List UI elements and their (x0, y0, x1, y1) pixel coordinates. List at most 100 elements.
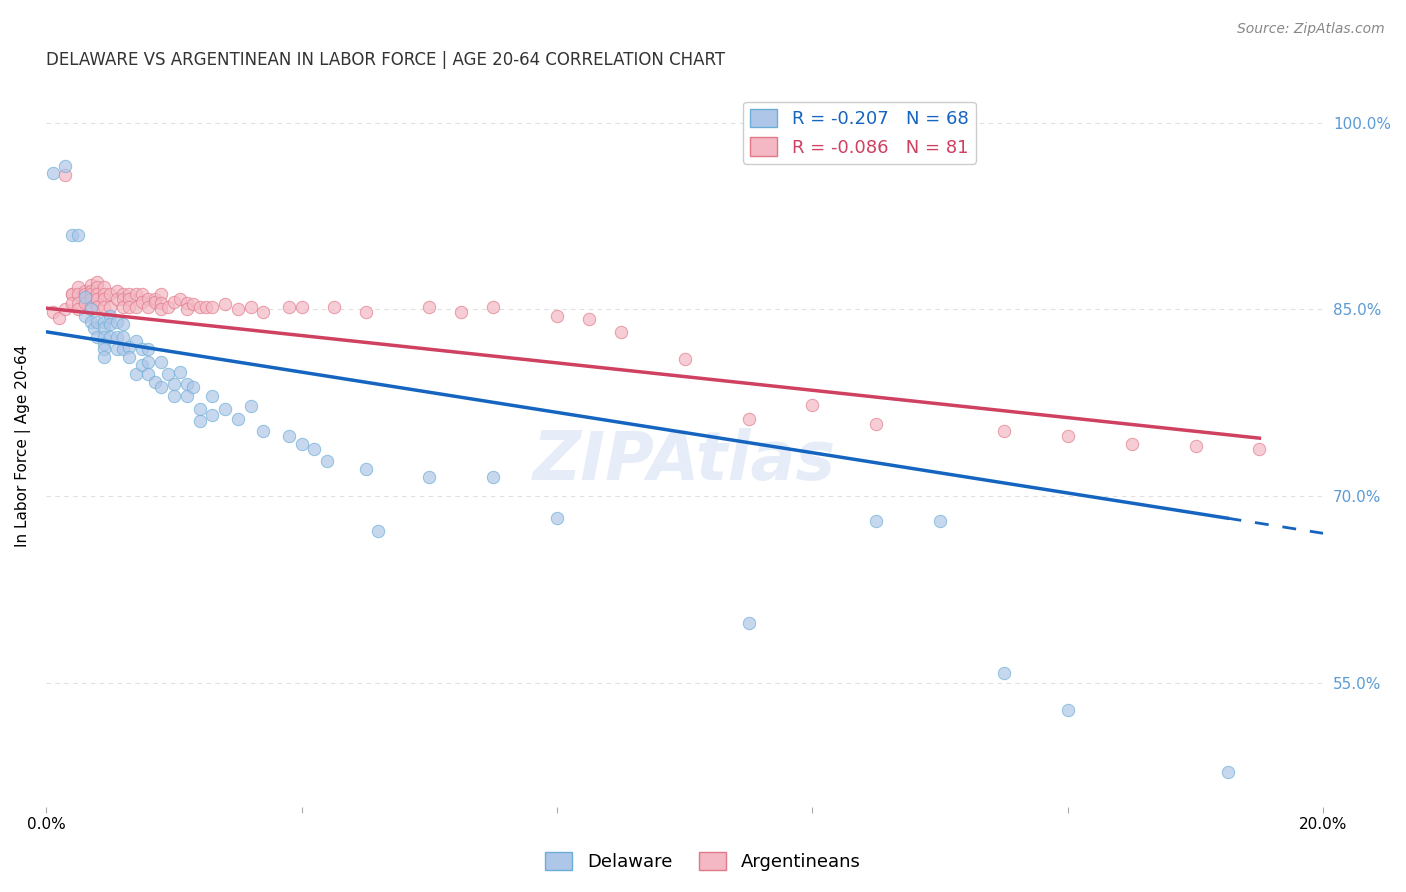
Point (546, 309, 568, 323)
Point (41, 165, 63, 179)
Point (304, 442, 326, 456)
Point (163, 377, 186, 392)
Point (86, 315, 108, 329)
Point (354, 461, 377, 475)
Point (138, 293, 160, 307)
Point (111, 293, 134, 307)
Point (41, 305, 63, 319)
Point (73, 284, 96, 298)
Point (322, 300, 344, 314)
Point (418, 300, 440, 314)
Legend: R = -0.207   N = 68, R = -0.086   N = 81: R = -0.207 N = 68, R = -0.086 N = 81 (744, 102, 976, 164)
Point (124, 367, 146, 381)
Point (93, 300, 115, 314)
Point (138, 354, 160, 368)
Point (80, 315, 103, 329)
Point (214, 401, 236, 416)
Point (156, 367, 179, 381)
Point (226, 412, 249, 426)
Point (131, 295, 153, 310)
Point (169, 365, 191, 379)
Point (201, 300, 224, 314)
Point (143, 293, 166, 307)
Point (291, 436, 314, 450)
Point (80, 302, 103, 317)
Point (118, 293, 141, 307)
Point (98, 287, 121, 301)
Point (156, 300, 179, 314)
Point (291, 300, 314, 314)
Point (111, 330, 134, 344)
Point (214, 297, 236, 311)
Point (176, 302, 198, 317)
Point (252, 425, 274, 439)
Point (98, 300, 121, 314)
Point (111, 300, 134, 314)
Point (86, 300, 108, 314)
Point (181, 297, 204, 311)
Point (252, 305, 274, 319)
Point (737, 412, 759, 426)
Point (86, 293, 108, 307)
Point (93, 350, 115, 364)
Point (93, 315, 115, 329)
Point (316, 454, 339, 468)
Point (124, 287, 146, 301)
Point (93, 321, 115, 335)
Point (60, 287, 83, 301)
Point (93, 330, 115, 344)
Point (143, 295, 166, 310)
Point (80, 284, 103, 298)
Point (993, 665, 1015, 680)
Point (111, 287, 134, 301)
Point (83, 321, 105, 335)
Point (150, 296, 173, 310)
Point (80, 277, 103, 292)
Point (188, 300, 211, 314)
Point (181, 379, 204, 393)
Point (610, 325, 633, 339)
Point (93, 293, 115, 307)
Point (124, 300, 146, 314)
Point (67, 302, 90, 317)
Point (131, 287, 153, 301)
Point (138, 300, 160, 314)
Point (138, 343, 160, 357)
Point (118, 340, 141, 354)
Point (150, 302, 173, 317)
Point (118, 300, 141, 314)
Point (93, 280, 115, 294)
Point (105, 284, 128, 298)
Point (163, 295, 186, 310)
Point (86, 330, 108, 344)
Point (150, 354, 173, 368)
Point (176, 377, 198, 392)
Point (865, 417, 887, 431)
Point (1216, 765, 1239, 780)
Point (86, 287, 108, 301)
Point (80, 300, 103, 314)
Text: DELAWARE VS ARGENTINEAN IN LABOR FORCE | AGE 20-64 CORRELATION CHART: DELAWARE VS ARGENTINEAN IN LABOR FORCE |… (46, 51, 725, 69)
Point (239, 300, 262, 314)
Text: ZIPAtlas: ZIPAtlas (533, 427, 837, 493)
Point (131, 359, 153, 373)
Point (737, 615, 759, 630)
Point (73, 296, 96, 310)
Point (169, 293, 191, 307)
Point (73, 290, 96, 304)
Point (176, 389, 198, 403)
Point (98, 330, 121, 344)
Point (105, 315, 128, 329)
Point (194, 300, 217, 314)
Point (367, 524, 389, 538)
Point (55, 302, 77, 317)
Point (98, 318, 121, 332)
Point (277, 300, 299, 314)
Point (188, 401, 211, 416)
Point (105, 343, 128, 357)
Point (201, 389, 224, 403)
Point (111, 318, 134, 332)
Point (201, 408, 224, 422)
Point (67, 296, 90, 310)
Point (188, 414, 211, 428)
